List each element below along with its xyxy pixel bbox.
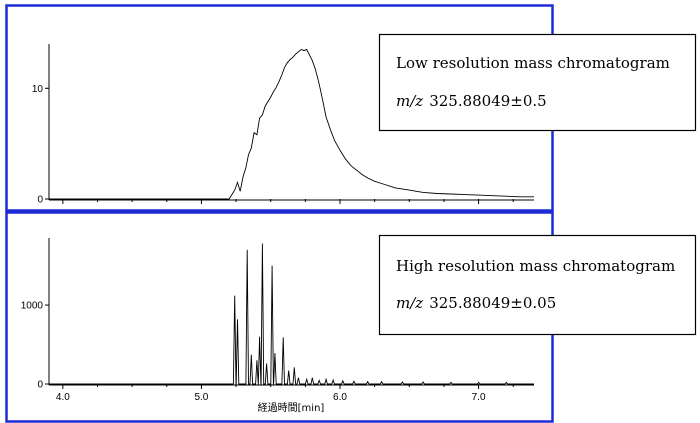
top-mz-value: 325.88049±0.5 xyxy=(429,92,547,110)
bottom-mz-value: 325.88049±0.05 xyxy=(429,294,556,312)
x-tick-label: 6.0 xyxy=(333,392,347,403)
top-chart: 0 10 xyxy=(32,44,534,206)
top-annotation-box: Low resolution mass chromatogram m/z 325.… xyxy=(378,33,697,132)
bottom-x-axis-title: 経過時間[min] xyxy=(258,401,325,414)
top-annotation-title: Low resolution mass chromatogram xyxy=(396,54,670,72)
top-mz-prefix: m/z xyxy=(396,92,423,110)
bottom-chart: 0 1000 4.0 5.0 6.0 7.0 経過時間[min] xyxy=(21,238,534,414)
bottom-annotation-box: High resolution mass chromatogram m/z 325… xyxy=(378,234,697,336)
y-tick-label: 0 xyxy=(37,195,43,206)
x-tick-label: 5.0 xyxy=(194,392,208,403)
x-tick-label: 7.0 xyxy=(472,392,486,403)
top-annotation-frame xyxy=(378,33,697,132)
bottom-series-line xyxy=(49,243,534,385)
top-annotation-mz: m/z 325.88049±0.5 xyxy=(396,92,547,110)
bottom-annotation-frame xyxy=(378,234,697,336)
bottom-mz-prefix: m/z xyxy=(396,294,423,312)
bottom-annotation-title: High resolution mass chromatogram xyxy=(396,257,675,275)
y-tick-label: 0 xyxy=(37,380,43,391)
y-tick-label: 10 xyxy=(32,84,44,95)
y-tick-label: 1000 xyxy=(21,301,44,312)
top-series-line xyxy=(49,48,534,200)
x-tick-label: 4.0 xyxy=(56,392,70,403)
bottom-annotation-mz: m/z 325.88049±0.05 xyxy=(396,294,556,312)
